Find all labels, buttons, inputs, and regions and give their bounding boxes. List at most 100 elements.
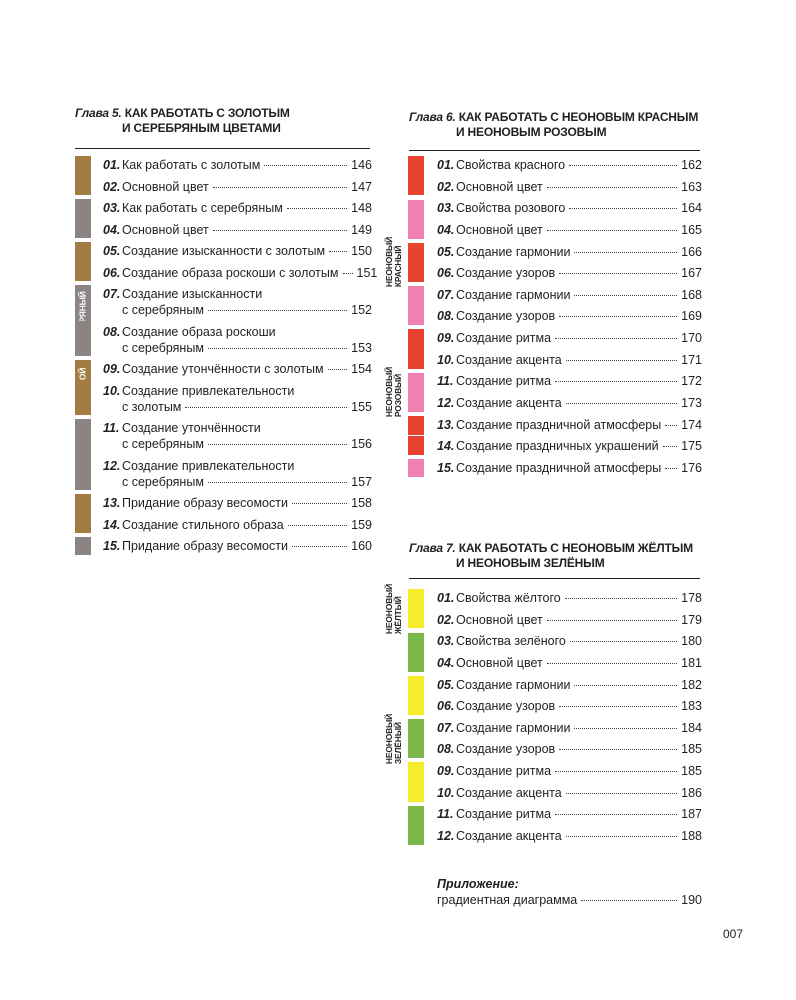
entry-title: Создание гармонии [456,244,571,259]
entry-number: 07. [437,720,455,735]
entry-page: 159 [351,517,372,532]
color-block [408,805,424,826]
entry: 04. Основной цвет 149 [103,222,372,238]
entry-page: 160 [351,539,372,553]
entry-page: 149 [351,222,372,237]
color-block [408,219,424,239]
appendix-text: градиентная диаграмма [437,893,578,907]
leader [207,347,348,349]
chapter-title-line: КАК РАБОТАТЬ С НЕОНОВЫМ КРАСНЫМ [458,110,699,124]
entry-title: с золотым [122,399,182,414]
entry-page: 185 [681,742,702,757]
entry: 07. Создание гармонии 168 [437,287,702,303]
entry-page: 188 [681,829,702,844]
leader [581,900,678,901]
entry: 14. Создание стильного образа 159 [103,517,372,533]
entry: 13. Создание праздничной атмосферы 174 [437,417,702,433]
rule [409,578,700,579]
color-block [75,360,91,380]
entry: 15. Создание праздничной атмосферы 176 [437,460,702,476]
entry-page: 184 [681,720,702,735]
entry-title: Создание ритма [456,807,552,822]
entry: с серебряным 156 [103,436,372,452]
entry-title: Создание акцента [456,829,562,844]
entry-title: Создание гармонии [456,677,571,692]
entry: 12. Создание привлекательности [103,458,372,474]
entry: с серебряным 152 [103,302,372,318]
leader [565,836,678,838]
leader [291,546,348,547]
leader [559,706,678,708]
color-block [408,608,424,629]
entry-number: 05. [103,244,121,258]
entry-title: Свойства розового [456,201,566,216]
entry-page: 166 [681,244,702,259]
entry-page: 182 [681,677,702,692]
entry-title: Создание ритма [456,331,552,346]
entry-title: с серебряным [122,474,204,489]
color-block [408,435,424,456]
entry-title: Придание образу весомости [122,496,288,510]
leader [565,359,678,361]
leader [291,503,348,504]
entry-page: 152 [351,303,372,317]
entry-page: 169 [681,309,702,324]
color-block [408,589,424,609]
entry-title: Создание гармонии [456,287,571,302]
entry-page: 172 [681,374,702,389]
entry-title: Создание образа роскоши [122,324,276,339]
color-block [408,695,424,715]
color-block [75,320,91,357]
entry-title: Основной цвет [456,222,543,237]
leader [559,273,678,275]
entry-title: Свойства красного [456,158,566,172]
rule [75,148,370,149]
leader [546,229,678,231]
entry: 09. Создание ритма 185 [437,763,702,779]
entry: с серебряным 153 [103,340,372,356]
entry-number: 12. [437,829,455,844]
entry: 02. Основной цвет 147 [103,179,372,195]
entry: 01. Свойства жёлтого 178 [437,590,702,606]
entry-page: 187 [681,807,702,822]
entry-page: 170 [681,331,702,346]
entry: 07. Создание изысканности [103,286,372,302]
side-tab-text: ЗЕЛЁНЫЙ [393,721,403,764]
entry-title: с серебряным [122,303,204,317]
entry: 11. Создание утончённости [103,420,372,436]
leader [569,165,678,166]
color-block [75,494,91,514]
entry-page: 176 [681,460,702,475]
leader [565,403,678,405]
entry-title: Как работать с серебряным [122,201,283,215]
color-block [408,719,424,739]
entry-number: 05. [437,244,455,259]
entry: 04. Основной цвет 165 [437,222,702,238]
entry-number: 06. [437,699,455,714]
color-block [75,454,91,491]
leader [559,749,678,751]
leader [207,310,348,311]
entry-page: 174 [681,417,702,432]
chapter-title-line: КАК РАБОТАТЬ С НЕОНОВЫМ ЖЁЛТЫМ [458,541,693,555]
color-block [408,652,424,672]
entry-page: 151 [356,265,378,280]
color-block [75,156,91,176]
entry-number: 02. [103,179,121,194]
leader [555,814,678,816]
chapter-label: Глава 5. [75,106,122,120]
leader [574,684,678,686]
leader [555,771,678,773]
entry-page: 175 [681,439,702,454]
entry: 14. Создание праздничных украшений 175 [437,438,702,454]
entry: 03. Свойства розового 164 [437,200,702,216]
color-block [408,738,424,759]
entry-number: 14. [437,439,455,454]
entry-page: 179 [681,612,702,627]
side-tab-text: КРАСНЫЙ [393,246,403,288]
entry-title: Основной цвет [456,179,543,194]
entry-title: Создание узоров [456,742,556,757]
leader [559,316,678,318]
leader [212,186,348,188]
leader [565,792,678,794]
